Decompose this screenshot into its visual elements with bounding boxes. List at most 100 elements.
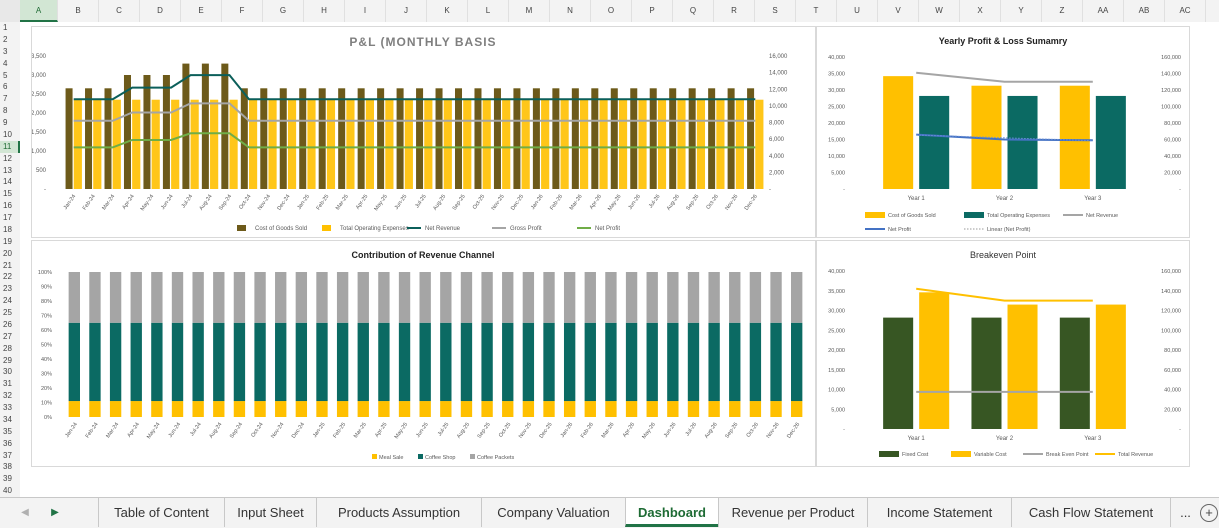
scroll-tabs-left-icon[interactable]: ◀ <box>21 507 29 518</box>
column-header-e[interactable]: E <box>181 0 222 22</box>
row-header-33[interactable]: 33 <box>3 403 12 412</box>
pl-monthly-chart-panel[interactable]: P&L (MONTHLY BASIS - 500 1,000 1,500 2,000 2,5… <box>31 26 816 238</box>
add-sheet-icon[interactable]: + <box>1200 504 1218 522</box>
row-header-6[interactable]: 6 <box>3 82 8 92</box>
sheet-grid[interactable]: P&L (MONTHLY BASIS - 500 1,000 1,500 2,000 2,5… <box>20 22 1219 497</box>
row-header-38[interactable]: 38 <box>3 462 12 472</box>
column-header-v[interactable]: V <box>878 0 919 22</box>
stacked-segment-coffee-shop <box>316 322 328 402</box>
row-header-40[interactable]: 40 <box>3 486 12 496</box>
row-header-21[interactable]: 21 <box>3 260 12 270</box>
column-header-s[interactable]: S <box>755 0 796 22</box>
row-header-20[interactable]: 20 <box>3 248 12 258</box>
stacked-segment-meal-sale <box>791 401 803 417</box>
row-header-22[interactable]: 22 <box>3 272 12 282</box>
column-header-j[interactable]: J <box>386 0 427 22</box>
sheet-tab-input-sheet[interactable]: Input Sheet <box>224 498 316 527</box>
row-header-2[interactable]: 2 <box>3 34 8 44</box>
row-header-27[interactable]: 27 <box>3 331 12 341</box>
row-header-19[interactable]: 19 <box>3 236 12 246</box>
row-header-28[interactable]: 28 <box>3 343 12 353</box>
column-header-y[interactable]: Y <box>1001 0 1042 22</box>
column-header-w[interactable]: W <box>919 0 960 22</box>
row-header-3[interactable]: 3 <box>3 46 8 56</box>
row-header-12[interactable]: 12 <box>3 153 12 163</box>
row-header-5[interactable]: 5 <box>3 70 8 80</box>
row-header-11[interactable]: 11 <box>0 140 20 153</box>
row-header-31[interactable]: 31 <box>3 379 12 389</box>
row-header-29[interactable]: 29 <box>3 355 12 365</box>
row-header-13[interactable]: 13 <box>3 165 12 175</box>
column-header-f[interactable]: F <box>222 0 263 22</box>
row-header-25[interactable]: 25 <box>3 308 12 317</box>
column-header-p[interactable]: P <box>632 0 673 22</box>
row-header-34[interactable]: 34 <box>3 414 12 424</box>
column-header-k[interactable]: K <box>427 0 468 22</box>
column-header-m[interactable]: M <box>509 0 550 22</box>
row-header-15[interactable]: 15 <box>3 189 12 199</box>
row-header-23[interactable]: 23 <box>3 284 12 294</box>
row-header-24[interactable]: 24 <box>3 296 12 306</box>
column-header-o[interactable]: O <box>591 0 632 22</box>
column-header-n[interactable]: N <box>550 0 591 22</box>
row-header-39[interactable]: 39 <box>3 474 12 484</box>
select-all-corner[interactable] <box>0 0 21 22</box>
row-header-4[interactable]: 4 <box>3 58 8 68</box>
column-header-c[interactable]: C <box>99 0 140 22</box>
column-header-g[interactable]: G <box>263 0 304 22</box>
scroll-tabs-right-icon[interactable]: ▶ <box>51 507 59 518</box>
row-header-30[interactable]: 30 <box>3 367 12 377</box>
row-header-7[interactable]: 7 <box>3 94 8 104</box>
stacked-segment-meal-sale <box>770 401 782 417</box>
column-header-aa[interactable]: AA <box>1083 0 1124 22</box>
column-header-i[interactable]: I <box>345 0 386 22</box>
row-header-14[interactable]: 14 <box>3 177 12 187</box>
breakeven-chart-panel[interactable]: Breakeven Point - 5,000 10,000 15,000 20,000 2… <box>816 240 1190 467</box>
sheet-tab-products-assumption[interactable]: Products Assumption <box>316 498 481 527</box>
row-header-37[interactable]: 37 <box>3 450 12 460</box>
sheet-tab-revenue-per-product[interactable]: Revenue per Product <box>718 498 867 527</box>
cogs-bar <box>182 63 190 189</box>
column-header-q[interactable]: Q <box>673 0 714 22</box>
opex-bar <box>580 99 589 189</box>
row-header-18[interactable]: 18 <box>3 224 12 234</box>
row-header-32[interactable]: 32 <box>3 391 12 401</box>
row-header-16[interactable]: 16 <box>3 201 12 211</box>
column-header-d[interactable]: D <box>140 0 181 22</box>
row-header-8[interactable]: 8 <box>3 106 8 116</box>
column-header-z[interactable]: Z <box>1042 0 1083 22</box>
column-header-ab[interactable]: AB <box>1124 0 1165 22</box>
month-tick-label: May-24 <box>146 422 161 440</box>
row-header-9[interactable]: 9 <box>3 118 8 127</box>
sheet-tab-dashboard[interactable]: Dashboard <box>625 498 718 527</box>
column-header-u[interactable]: U <box>837 0 878 22</box>
opex-bar <box>346 99 355 189</box>
sheet-tab-cash-flow-statement[interactable]: Cash Flow Statement <box>1011 498 1170 527</box>
series-line-gross-profit <box>73 102 756 122</box>
row-header-1[interactable]: 1 <box>3 23 8 32</box>
yearly-pl-chart-panel[interactable]: Yearly Profit & Loss Sumamry - 5,000 10,000… <box>816 26 1190 238</box>
stacked-segment-meal-sale <box>543 401 555 417</box>
sheet-tab-company-valuation[interactable]: Company Valuation <box>481 498 625 527</box>
month-tick-label: Oct-26 <box>706 194 720 211</box>
row-header-10[interactable]: 10 <box>3 129 12 139</box>
row-header-35[interactable]: 35 <box>3 426 12 436</box>
column-header-b[interactable]: B <box>58 0 99 22</box>
sheet-tab-income-statement[interactable]: Income Statement <box>867 498 1011 527</box>
column-header-a[interactable]: A <box>20 0 58 22</box>
revenue-channel-chart-panel[interactable]: Contribution of Revenue Channel 0% 10% 20% 3… <box>31 240 816 467</box>
row-header-26[interactable]: 26 <box>3 319 12 329</box>
legend-swatch <box>964 212 984 218</box>
column-header-t[interactable]: T <box>796 0 837 22</box>
column-header-l[interactable]: L <box>468 0 509 22</box>
column-header-h[interactable]: H <box>304 0 345 22</box>
sheet-tab-table-of-content[interactable]: Table of Content <box>98 498 224 527</box>
month-tick-label: Oct-24 <box>250 422 264 439</box>
column-header-x[interactable]: X <box>960 0 1001 22</box>
column-header-r[interactable]: R <box>714 0 755 22</box>
stacked-segment-coffee-packets <box>729 272 741 323</box>
row-header-17[interactable]: 17 <box>3 213 12 222</box>
row-header-36[interactable]: 36 <box>3 438 12 448</box>
column-header-ac[interactable]: AC <box>1165 0 1206 22</box>
more-tabs-button[interactable]: ... <box>1170 498 1200 527</box>
